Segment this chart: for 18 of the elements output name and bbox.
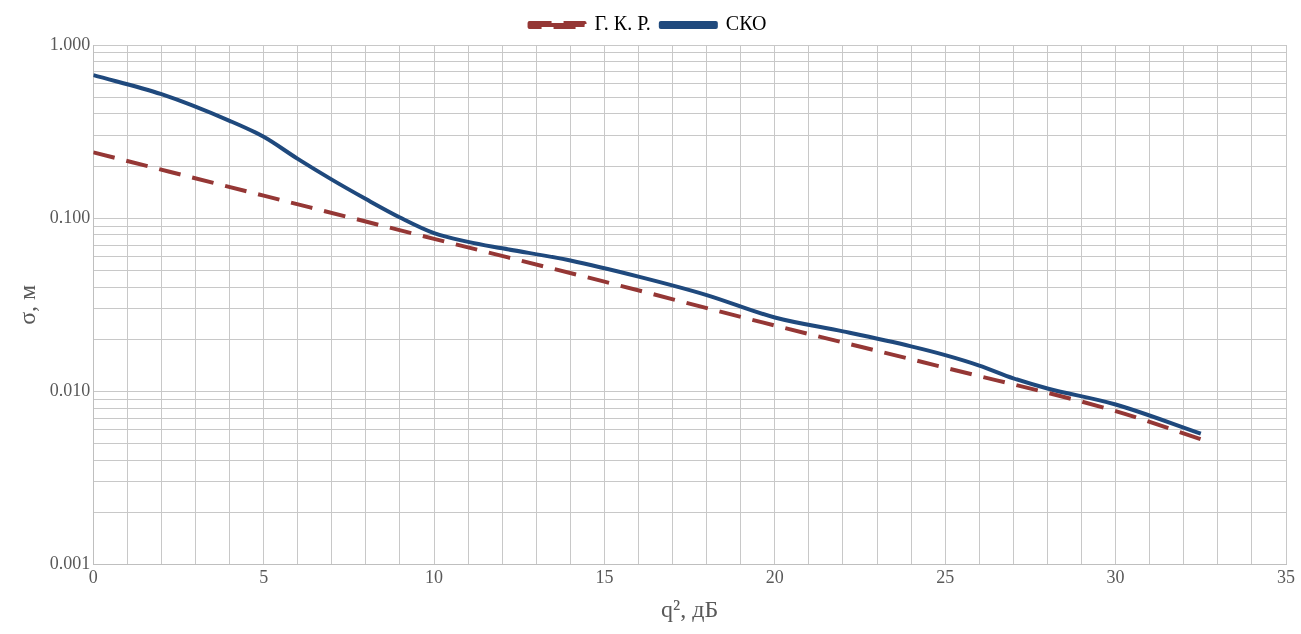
- x-tick-label: 0: [88, 567, 98, 588]
- x-axis-title: q², дБ: [661, 595, 719, 622]
- x-tick-label: 5: [259, 567, 269, 588]
- y-tick-label: 0.010: [49, 380, 91, 401]
- x-tick-label: 15: [595, 567, 614, 588]
- line-series: [93, 73, 1203, 436]
- x-tick-label: 25: [936, 567, 955, 588]
- legend-label: СКО: [725, 12, 767, 35]
- x-tick-label: 10: [425, 567, 444, 588]
- y-tick-label: 1.000: [49, 33, 91, 54]
- x-tick-label: 30: [1106, 567, 1125, 588]
- y-axis-title: σ, м: [13, 284, 40, 325]
- x-tick-label: 35: [1277, 567, 1295, 588]
- y-tick-label: 0.001: [49, 553, 91, 574]
- y-tick-label: 0.100: [49, 206, 91, 227]
- line-series: [93, 150, 1203, 442]
- x-tick-label: 20: [765, 567, 784, 588]
- legend-label: Г. К. Р.: [594, 12, 651, 35]
